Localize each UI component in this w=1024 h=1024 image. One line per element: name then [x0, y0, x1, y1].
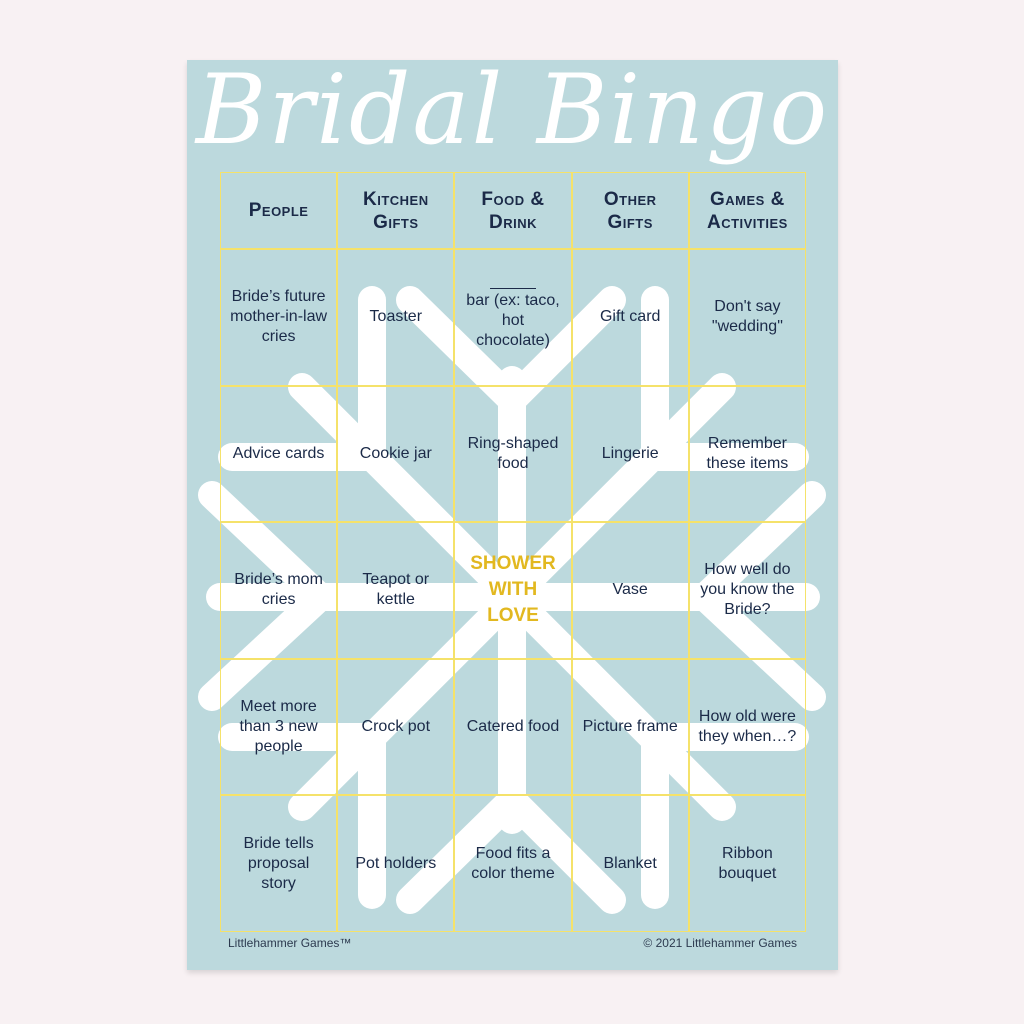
square-label: Lingerie	[601, 444, 659, 462]
square-label: Ring-shaped food	[467, 434, 559, 472]
bingo-square[interactable]: Catered food	[454, 658, 572, 796]
square-label: How old were they when…?	[698, 708, 797, 746]
square-label: Gift card	[599, 308, 661, 326]
bingo-square[interactable]: Don't say "wedding"	[688, 249, 806, 386]
bingo-square[interactable]: Picture frame	[571, 658, 689, 796]
square-label: SHOWER WITH LOVE	[470, 553, 556, 627]
column-header: Other Gifts	[571, 172, 689, 249]
bingo-grid: People Kitchen Gifts Food & Drink Other Gif…	[220, 172, 806, 932]
square-label: Teapot or kettle	[362, 571, 430, 609]
square-label: Pot holders	[355, 854, 437, 872]
bingo-square[interactable]: Bride tells proposal story	[220, 795, 338, 932]
square-label: Bride’s mom cries	[234, 571, 323, 609]
square-label: Food fits a color theme	[471, 844, 555, 882]
bingo-square[interactable]: bar (ex: taco, hot chocolate)	[454, 249, 572, 386]
bingo-square[interactable]: Meet more than 3 new people	[220, 658, 338, 796]
column-header: Games & Activities	[688, 172, 806, 249]
bingo-square[interactable]: How old were they when…?	[688, 658, 806, 796]
bingo-square[interactable]: Cookie jar	[337, 385, 455, 523]
free-space[interactable]: SHOWER WITH LOVE	[454, 522, 572, 659]
bingo-square[interactable]: Toaster	[337, 249, 455, 386]
bingo-square[interactable]: Pot holders	[337, 795, 455, 932]
bingo-square[interactable]: How well do you know the Bride?	[688, 522, 806, 659]
bingo-square[interactable]: Remember these items	[688, 385, 806, 523]
footer-copyright: © 2021 Littlehammer Games	[643, 936, 797, 950]
square-label: Don't say "wedding"	[711, 298, 783, 336]
square-label: Blanket	[603, 854, 657, 872]
bingo-square[interactable]: Crock pot	[337, 658, 455, 796]
column-header: People	[220, 172, 338, 249]
square-label: Bride tells proposal story	[243, 834, 314, 892]
bingo-square[interactable]: Advice cards	[220, 385, 338, 523]
page-title: Bridal Bingo	[195, 54, 830, 166]
bingo-square[interactable]: Ribbon bouquet	[688, 795, 806, 932]
square-label: Catered food	[466, 718, 560, 736]
square-label: Picture frame	[582, 718, 678, 736]
bingo-square[interactable]: Food fits a color theme	[454, 795, 572, 932]
square-label: Crock pot	[361, 718, 431, 736]
square-label: Cookie jar	[359, 444, 432, 462]
bingo-square[interactable]: Teapot or kettle	[337, 522, 455, 659]
square-label: bar (ex: taco, hot chocolate)	[466, 291, 560, 349]
square-label: Toaster	[369, 308, 423, 326]
bingo-square[interactable]: Vase	[571, 522, 689, 659]
square-label: Remember these items	[706, 434, 789, 472]
square-label: How well do you know the Bride?	[700, 561, 795, 619]
square-label: Advice cards	[232, 444, 325, 462]
square-label: Meet more than 3 new people	[239, 698, 318, 756]
footer-brand: Littlehammer Games™	[228, 936, 352, 950]
square-label: Vase	[612, 581, 648, 599]
bingo-square[interactable]: Ring-shaped food	[454, 385, 572, 523]
square-label: Bride’s future mother-in-law cries	[230, 288, 328, 346]
bingo-square[interactable]: Bride’s mom cries	[220, 522, 338, 659]
bingo-square[interactable]: Bride’s future mother-in-law cries	[220, 249, 338, 386]
bingo-square[interactable]: Blanket	[571, 795, 689, 932]
bingo-square[interactable]: Lingerie	[571, 385, 689, 523]
column-header: Kitchen Gifts	[337, 172, 455, 249]
bingo-square[interactable]: Gift card	[571, 249, 689, 386]
column-header: Food & Drink	[454, 172, 572, 249]
blank-line	[489, 287, 536, 289]
square-label: Ribbon bouquet	[718, 844, 777, 882]
